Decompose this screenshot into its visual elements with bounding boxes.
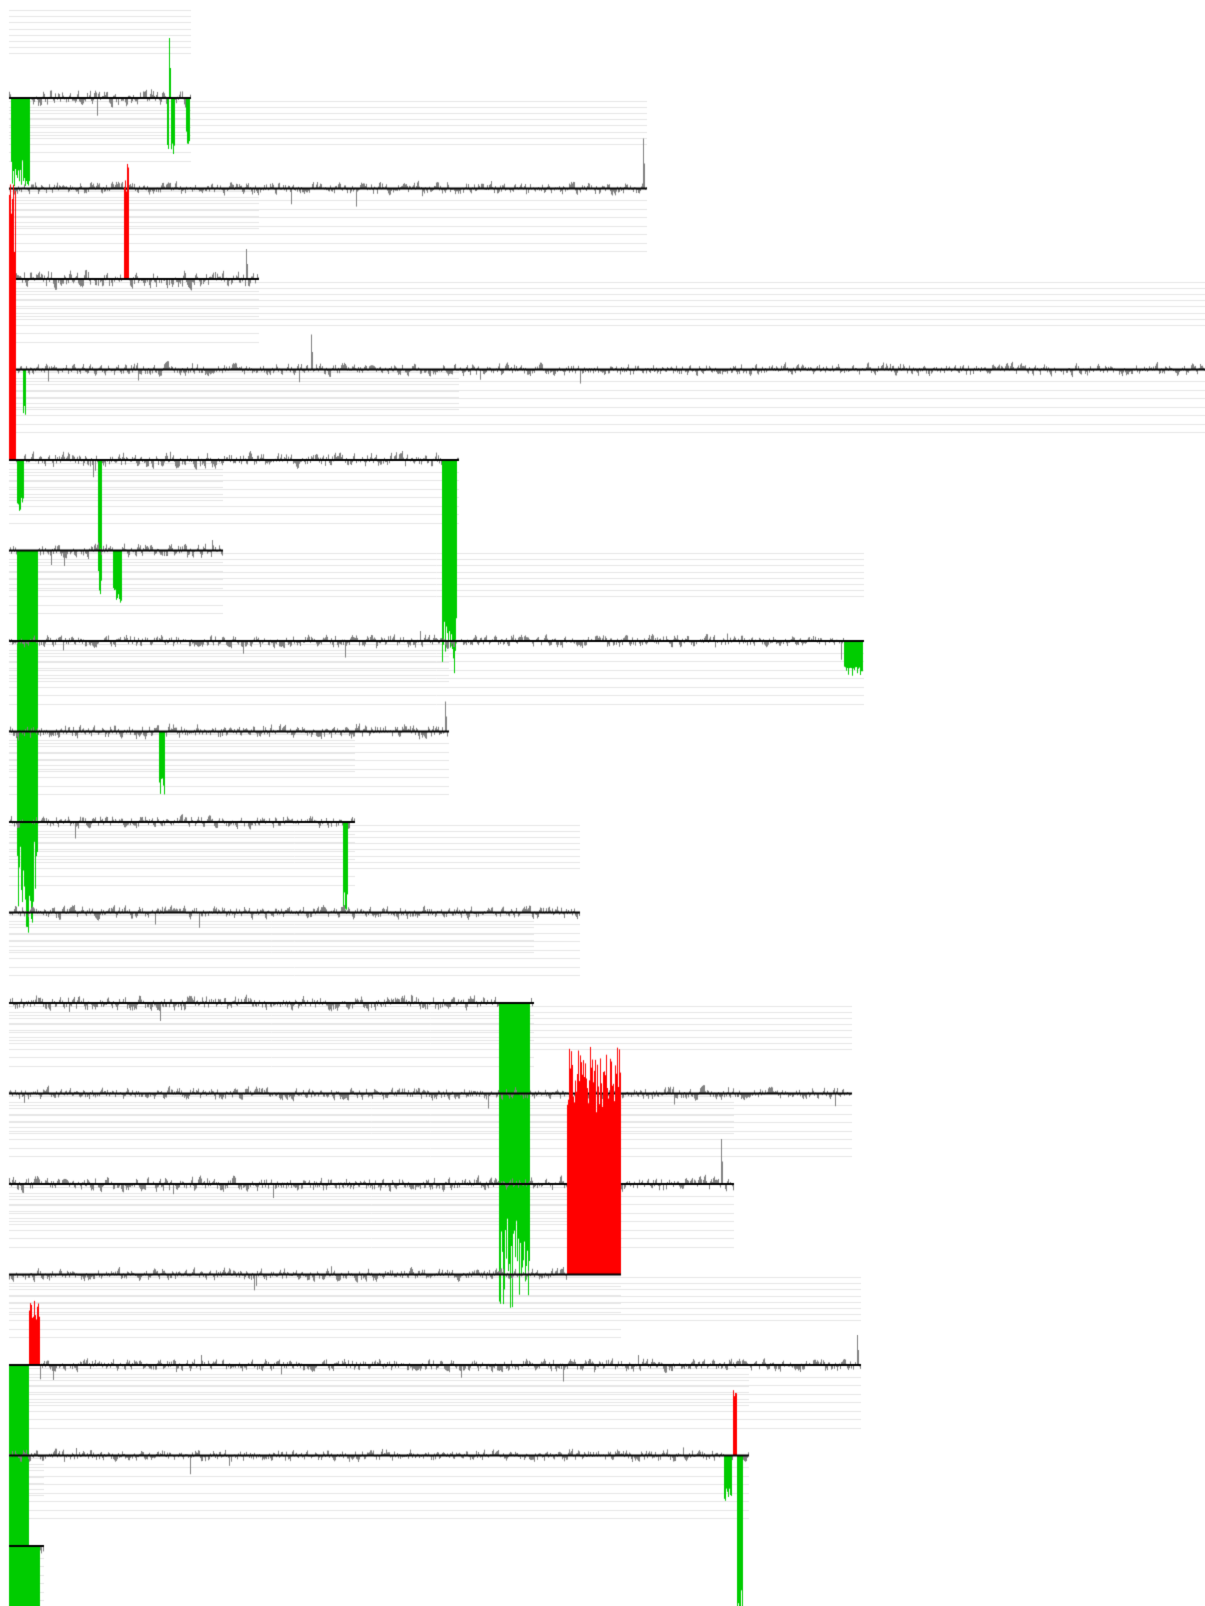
copy-number-profile-plot — [0, 0, 1205, 1606]
